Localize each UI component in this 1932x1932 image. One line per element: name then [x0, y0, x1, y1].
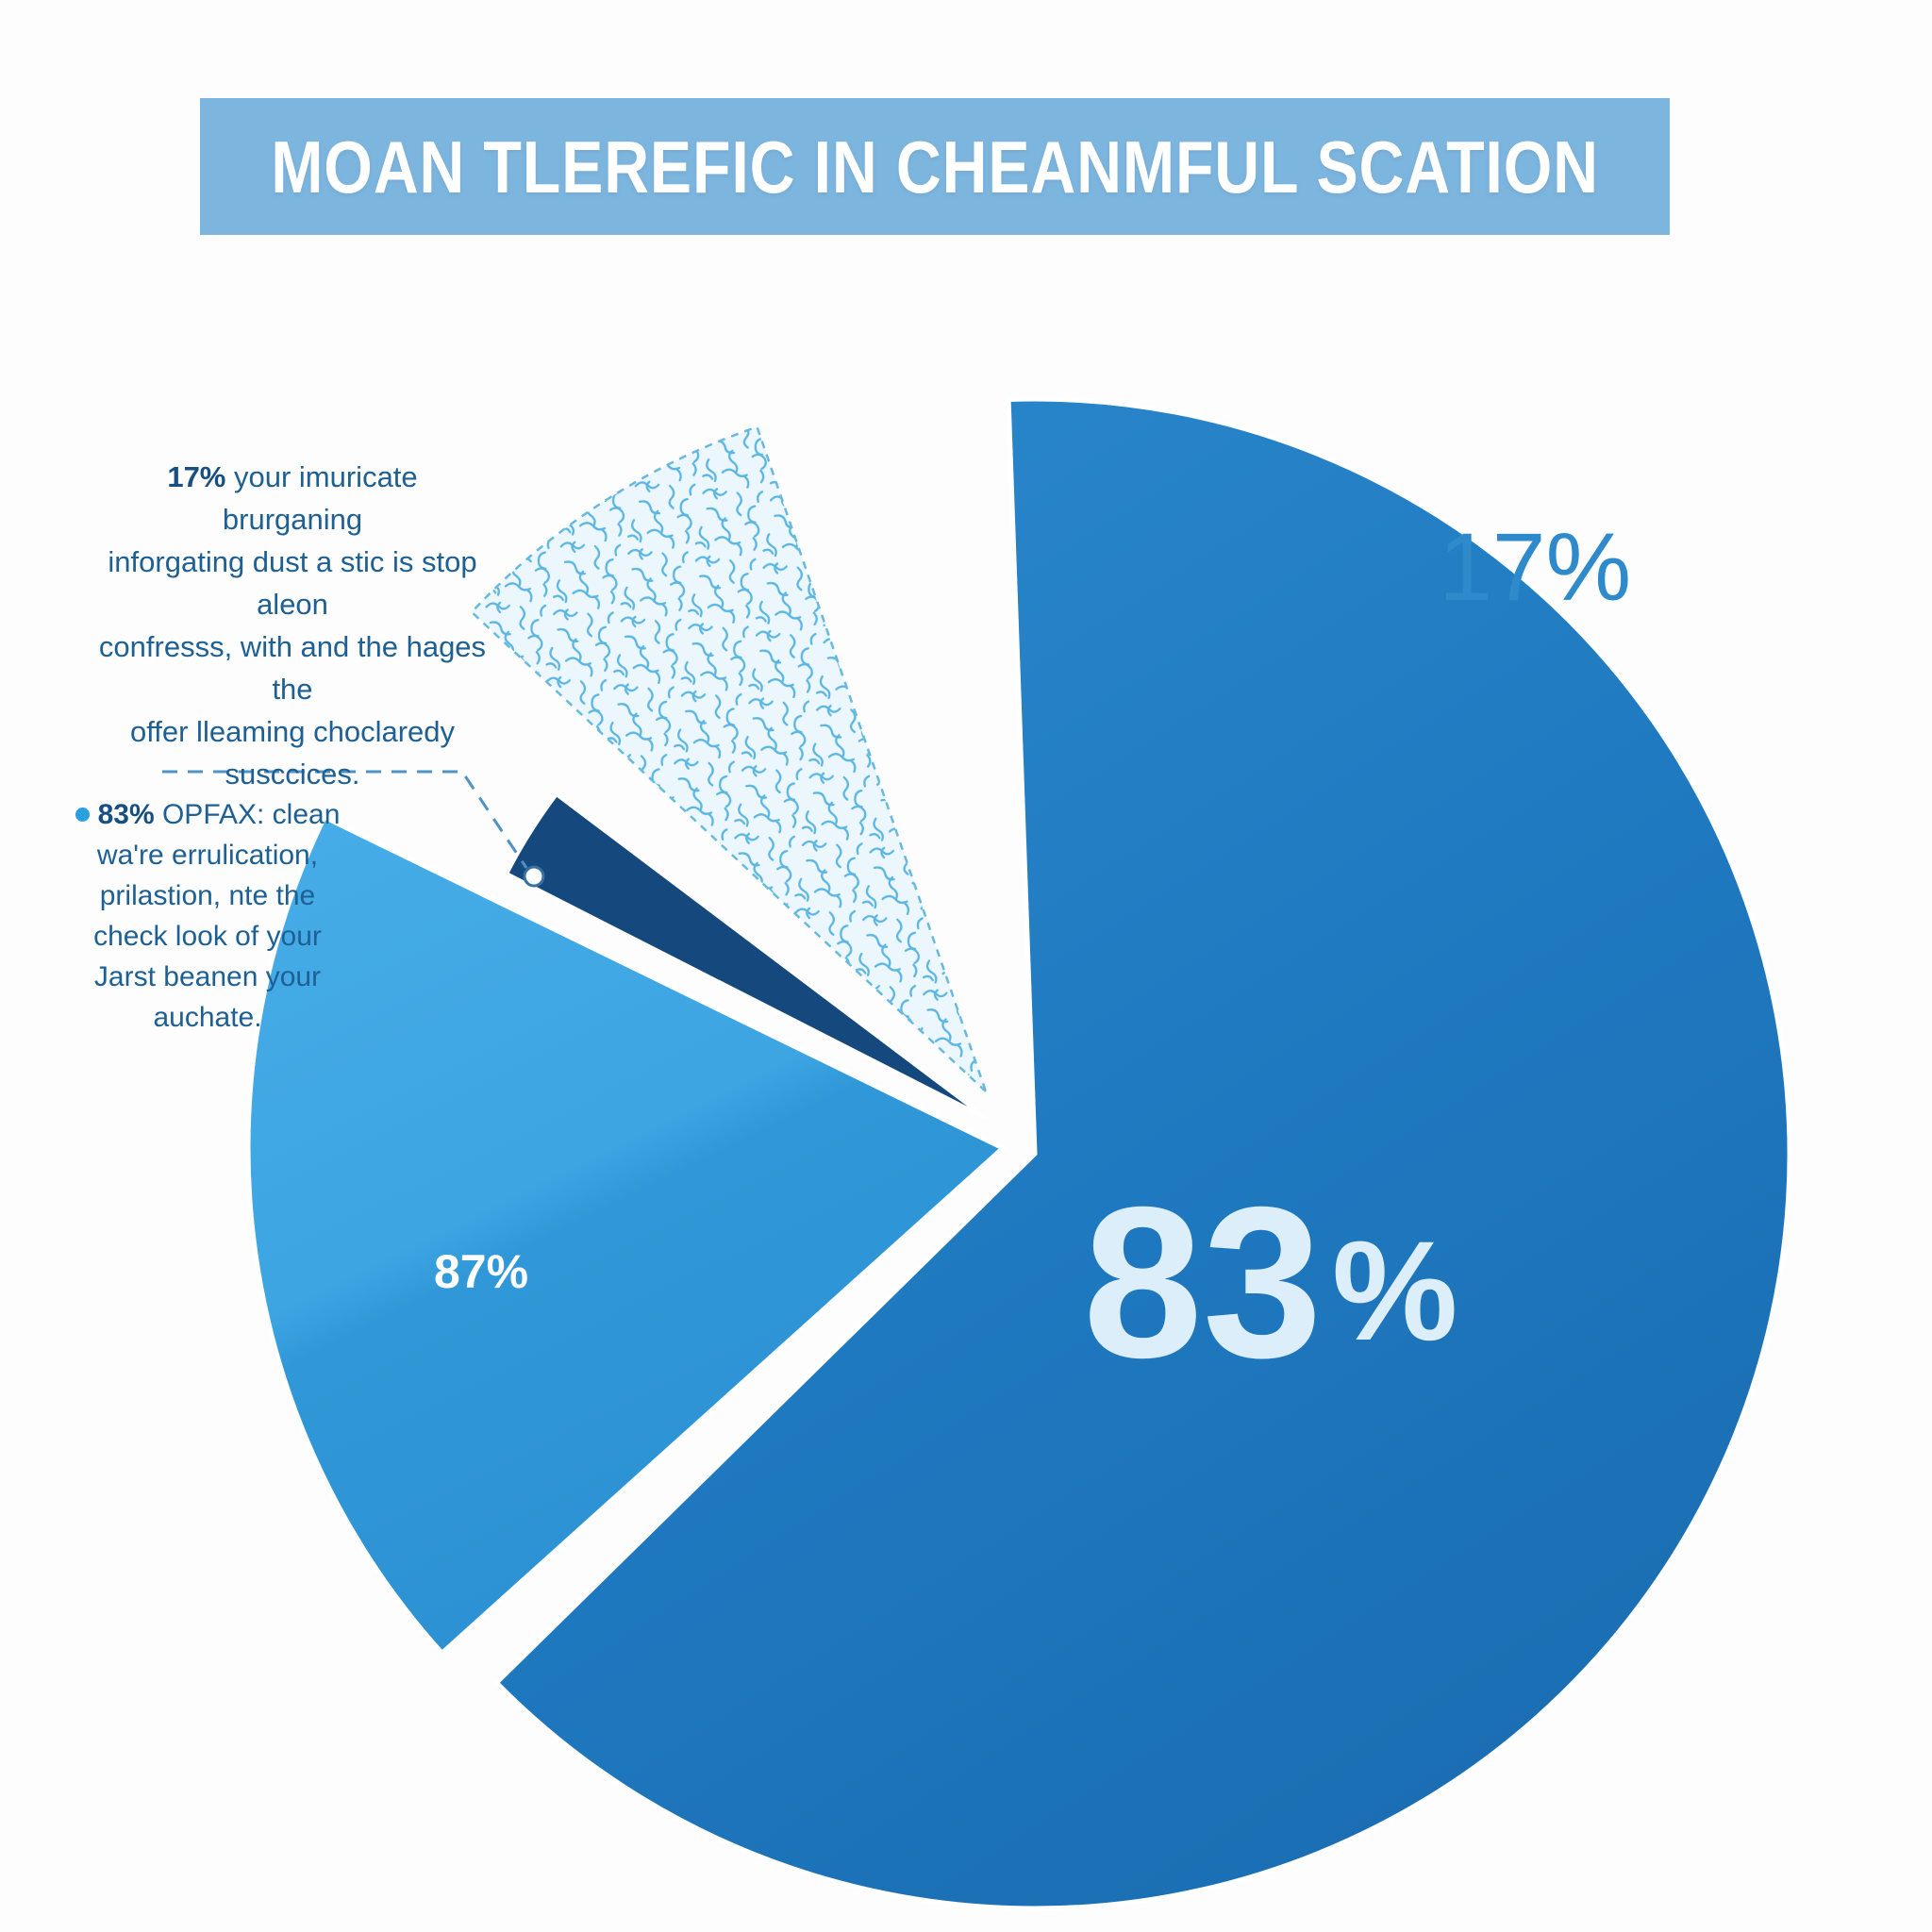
page-title: MOAN TLEREFIC IN CHEANMFUL SCATION [271, 125, 1599, 208]
pie-slice-main [492, 396, 1792, 1911]
note-top-bold: 17% [167, 460, 226, 493]
note-top-line-1: 17% your imuricate brurganing [94, 456, 491, 541]
note-callout-line-6: auchate. [153, 1002, 262, 1033]
note-callout-line-4: check look of your [93, 921, 322, 952]
label-main-slice-percent-sign: % [1332, 1211, 1457, 1370]
pie-slice-textured [470, 425, 988, 1092]
note-callout-line-2: wa're errulication, [96, 840, 319, 871]
title-banner: MOAN TLEREFIC IN CHEANMFUL SCATION [200, 98, 1670, 235]
note-callout: 83% OPFAX: clean wa're errulication, pri… [57, 794, 358, 1038]
note-top: 17% your imuricate brurganing inforgatin… [94, 456, 491, 795]
pie-slice-light [245, 813, 1008, 1657]
callout-marker-circle [523, 865, 545, 888]
note-callout-bold: 83% [97, 799, 155, 830]
note-callout-line-3: prilastion, nte the [99, 880, 316, 911]
label-main-slice-value: 83 [1083, 1163, 1323, 1403]
note-callout-line-1: 83% OPFAX: clean [57, 794, 358, 835]
label-light-slice-87pct: 87% [434, 1245, 528, 1298]
note-top-rest: your imuricate brurganing [222, 460, 418, 536]
pie-slice-navy [504, 791, 988, 1120]
label-outer-17pct: 17% [1439, 513, 1631, 621]
note-top-line-4: offer lleaming choclaredy susccices. [129, 715, 456, 791]
bullet-icon [75, 808, 90, 822]
note-callout-line-5: Jarst beanen your [93, 961, 322, 992]
note-top-line-2: inforgating dust a stic is stop aleon [108, 545, 477, 621]
note-top-line-3: confresss, with and the hages the [98, 630, 487, 706]
note-callout-rest: OPFAX: clean [154, 799, 341, 830]
